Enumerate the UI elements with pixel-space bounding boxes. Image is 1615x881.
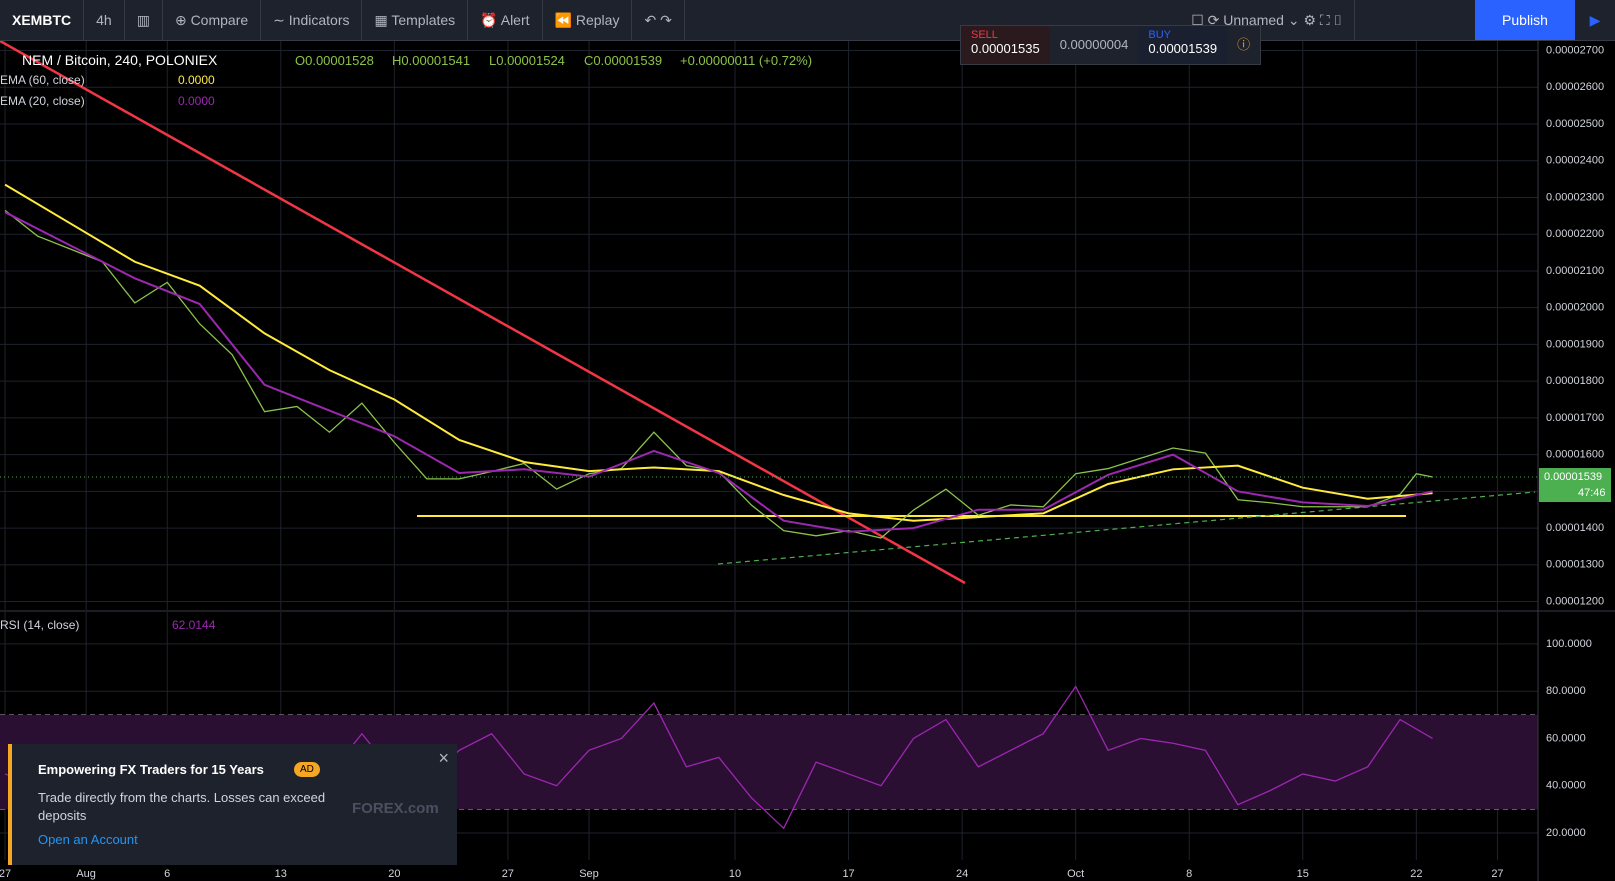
countdown: 47:46 (1578, 487, 1606, 499)
indicators-button[interactable]: ∼ Indicators (261, 0, 363, 40)
series-line (4, 183, 1433, 522)
change: +0.00000011 (+0.72%) (680, 53, 813, 68)
y-tick-label: 0.00002600 (1546, 81, 1604, 93)
buy-button[interactable]: BUY 0.00001539 (1138, 26, 1228, 64)
rsi-value: 62.0144 (172, 618, 216, 632)
layout-button[interactable]: ☐ ⟳ Unnamed ⌄ ⚙ ⛶ ⌷ (1179, 0, 1355, 40)
y-tick-label: 0.00002200 (1546, 228, 1604, 240)
ad-link[interactable]: Open an Account (38, 832, 138, 847)
ad-body: Trade directly from the charts. Losses c… (38, 790, 326, 823)
y-tick-label: 60.0000 (1546, 732, 1586, 744)
y-tick-label: 100.0000 (1546, 638, 1592, 650)
rising-trend-line (717, 491, 1536, 565)
y-tick-label: 0.00002500 (1546, 118, 1604, 130)
x-tick-label: 8 (1186, 868, 1192, 880)
buy-label: BUY (1148, 29, 1171, 41)
ohlc-close: C0.00001539 (584, 53, 663, 68)
sell-button[interactable]: SELL 0.00001535 (961, 26, 1050, 64)
x-tick-label: 27 (0, 868, 11, 880)
symbol-button[interactable]: XEMBTC (0, 0, 85, 40)
compare-label: Compare (190, 12, 249, 28)
y-tick-label: 0.00002000 (1546, 302, 1604, 314)
x-tick-label: 24 (956, 868, 968, 880)
y-tick-label: 20.0000 (1546, 827, 1586, 839)
spread: 0.00000004 (1059, 37, 1129, 52)
sell-label: SELL (971, 29, 998, 41)
y-tick-label: 0.00002100 (1546, 265, 1604, 277)
x-tick-label: 10 (729, 868, 741, 880)
y-tick-label: 0.00001800 (1546, 375, 1604, 387)
y-tick-label: 0.00001400 (1546, 522, 1604, 534)
y-tick-label: 80.0000 (1546, 685, 1586, 697)
x-tick-label: 22 (1410, 868, 1422, 880)
y-tick-label: 0.00001200 (1546, 595, 1604, 607)
x-tick-label: 6 (164, 868, 170, 880)
ad-close[interactable]: × (438, 748, 449, 768)
last-price-box (1539, 468, 1611, 503)
interval-button[interactable]: 4h (84, 0, 125, 40)
y-tick-label: 0.00002300 (1546, 191, 1604, 203)
undo-button[interactable]: ↶ ↷ (632, 0, 685, 40)
compare-button[interactable]: ⊕ Compare (163, 0, 262, 40)
replay-play-button[interactable]: ▶ (1589, 12, 1601, 28)
templates-label: Templates (391, 12, 456, 28)
rsi-label: RSI (14, close) (0, 618, 80, 632)
x-tick-label: 13 (275, 868, 287, 880)
ad-logo: FOREX.com (352, 800, 439, 817)
y-tick-label: 0.00002700 (1546, 44, 1604, 56)
y-tick-label: 0.00001700 (1546, 412, 1604, 424)
y-tick-label: 0.00001600 (1546, 449, 1604, 461)
x-tick-label: 20 (388, 868, 400, 880)
ohlc-open: O0.00001528 (295, 53, 374, 68)
x-tick-label: 17 (842, 868, 854, 880)
ema60-value: 0.0000 (178, 73, 215, 87)
ohlc-high: H0.00001541 (392, 53, 471, 68)
ad-badge: AD (294, 762, 320, 777)
toolbar: XEMBTC 4h ▥ ⊕ Compare ∼ Indicators ▦ Tem… (0, 0, 1615, 41)
alert-label: Alert (500, 12, 530, 28)
ema20-label: EMA (20, close) (0, 94, 85, 108)
y-tick-label: 40.0000 (1546, 780, 1586, 792)
x-tick-label: 27 (502, 868, 514, 880)
alert-button[interactable]: ⏰ Alert (468, 0, 543, 40)
x-tick-label: 27 (1491, 868, 1503, 880)
y-tick-label: 0.00001900 (1546, 338, 1604, 350)
series-layer: 0.00001539 47:46 (0, 183, 1611, 539)
trend-line (0, 39, 966, 585)
chart-type-button[interactable]: ▥ (125, 0, 163, 40)
templates-button[interactable]: ▦ Templates (362, 0, 469, 40)
ema20-value: 0.0000 (178, 94, 215, 108)
indicators-label: Indicators (288, 12, 350, 28)
trade-panel: SELL 0.00001535 0.00000004 BUY 0.00001539 … (960, 25, 1262, 65)
replay-label: Replay (575, 12, 620, 28)
y-tick-label: 0.00001300 (1546, 559, 1604, 571)
series-line (4, 209, 1433, 539)
x-tick-label: 15 (1297, 868, 1309, 880)
last-price-label: 0.00001539 (1544, 471, 1602, 483)
publish-button[interactable]: Publish (1475, 0, 1575, 40)
y-tick-label: 0.00002400 (1546, 155, 1604, 167)
info-icon[interactable]: ⓘ (1237, 37, 1251, 52)
replay-button[interactable]: ⏪ Replay (543, 0, 633, 40)
buy-price: 0.00001539 (1148, 41, 1218, 56)
ema60-label: EMA (60, close) (0, 73, 85, 87)
sell-price: 0.00001535 (971, 41, 1040, 56)
x-tick-label: Aug (76, 868, 96, 880)
ohlc-low: L0.00001524 (489, 53, 565, 68)
symbol-title: NEM / Bitcoin, 240, POLONIEX (22, 52, 218, 68)
x-tick-label: Oct (1067, 868, 1084, 880)
ad-title: Empowering FX Traders for 15 Years (38, 762, 264, 777)
ad-banner: Empowering FX Traders for 15 Years AD Tr… (8, 744, 457, 865)
series-line (4, 211, 1433, 533)
x-tick-label: Sep (579, 868, 599, 880)
layout-label: Unnamed (1223, 12, 1284, 28)
